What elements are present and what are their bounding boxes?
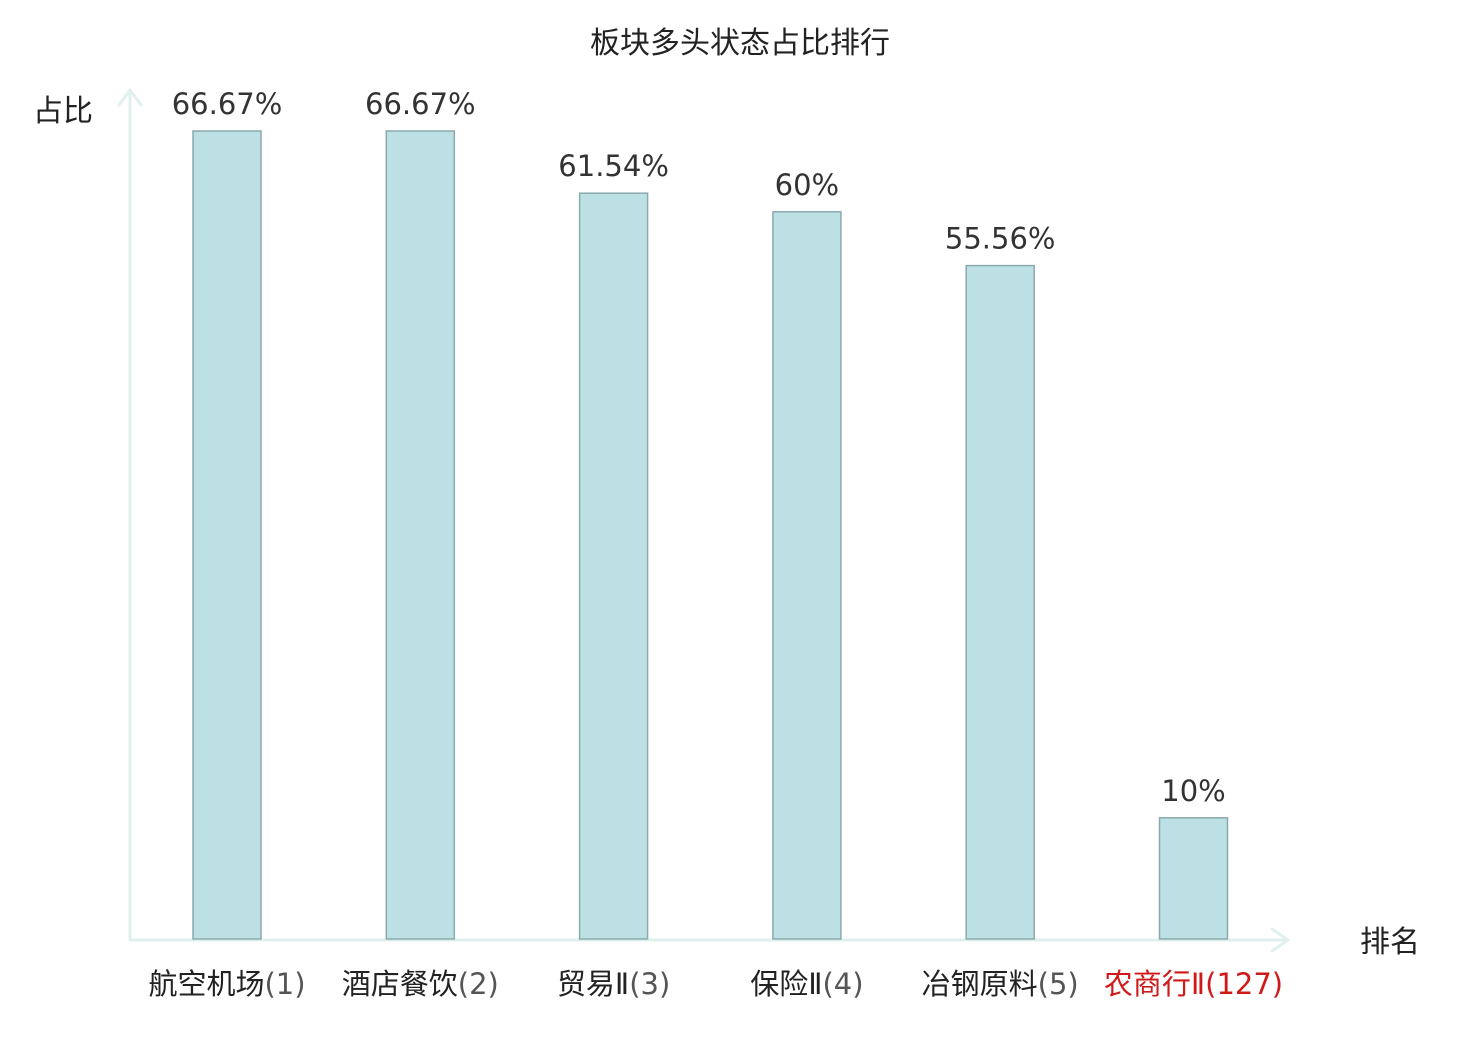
x-axis-arrow bbox=[1270, 927, 1290, 953]
bar-3 bbox=[578, 192, 649, 940]
y-axis-title: 占比 bbox=[33, 94, 93, 129]
category-label-1: 航空机场(1) bbox=[148, 967, 305, 1001]
category-name: 航空机场 bbox=[148, 967, 264, 1001]
value-label-3: 61.54% bbox=[558, 149, 669, 183]
category-label-4: 保险Ⅱ(4) bbox=[750, 967, 863, 1001]
category-name: 保险Ⅱ bbox=[750, 967, 822, 1001]
value-labels-group: 66.67% 66.67% 61.54% 60% 55.56% 10% bbox=[172, 87, 1226, 808]
bars-group bbox=[192, 130, 1229, 940]
category-rank: (1) bbox=[264, 967, 305, 1001]
bar-6 bbox=[1158, 817, 1229, 940]
category-rank: (3) bbox=[629, 967, 670, 1001]
category-label-2: 酒店餐饮(2) bbox=[342, 967, 499, 1001]
value-label-4: 60% bbox=[775, 168, 839, 202]
category-label-6: 农商行Ⅱ(127) bbox=[1104, 967, 1283, 1001]
category-name: 贸易Ⅱ bbox=[557, 967, 629, 1001]
category-name: 农商行Ⅱ bbox=[1104, 967, 1205, 1001]
category-name: 冶钢原料 bbox=[922, 967, 1038, 1001]
bar-1 bbox=[192, 130, 262, 940]
value-label-6: 10% bbox=[1161, 774, 1225, 808]
category-rank: (5) bbox=[1038, 967, 1079, 1001]
category-label-5: 冶钢原料(5) bbox=[922, 967, 1079, 1001]
bar-5 bbox=[965, 264, 1035, 940]
x-axis-title: 排名 bbox=[1360, 925, 1420, 960]
category-rank: (127) bbox=[1205, 967, 1283, 1001]
value-label-5: 55.56% bbox=[945, 222, 1056, 256]
bar-4 bbox=[772, 211, 842, 940]
category-rank: (2) bbox=[458, 967, 499, 1001]
category-labels-group: 航空机场(1) 酒店餐饮(2) 贸易Ⅱ(3) 保险Ⅱ(4) 冶钢原料(5) 农商行Ⅱ(12… bbox=[148, 967, 1283, 1001]
category-label-3: 贸易Ⅱ(3) bbox=[557, 967, 670, 1001]
category-rank: (4) bbox=[822, 967, 863, 1001]
category-name: 酒店餐饮 bbox=[342, 967, 458, 1001]
bar-2 bbox=[385, 130, 456, 940]
chart-title: 板块多头状态占比排行 bbox=[590, 26, 890, 61]
y-axis-arrow bbox=[117, 88, 143, 107]
value-label-2: 66.67% bbox=[365, 87, 476, 121]
value-label-1: 66.67% bbox=[172, 87, 283, 121]
